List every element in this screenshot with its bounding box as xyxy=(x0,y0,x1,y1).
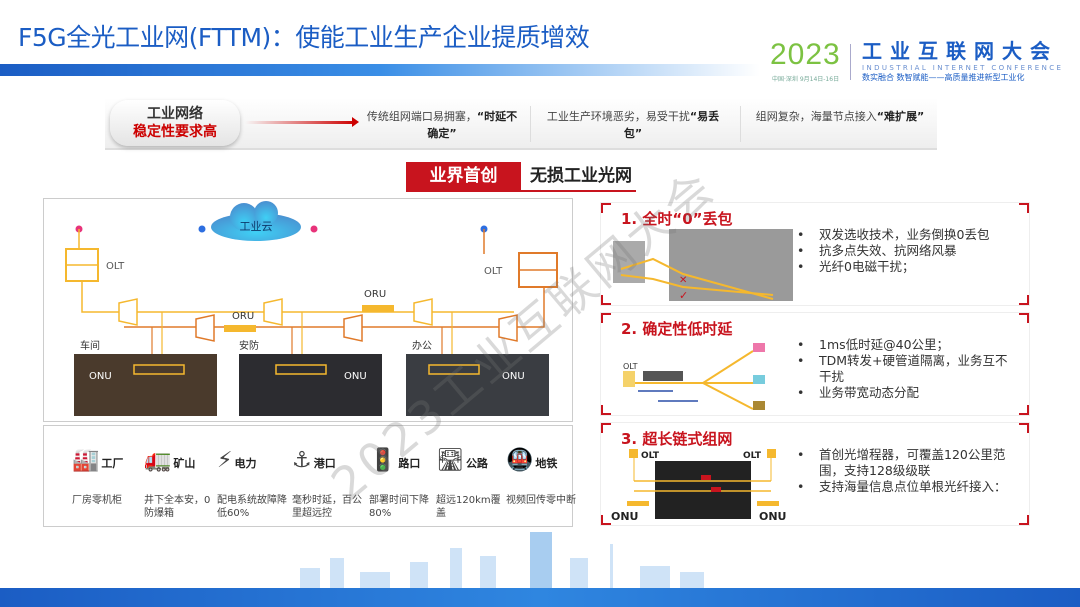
power-pole-icon: ⚡ xyxy=(217,448,233,473)
scene-label: 安防 xyxy=(239,339,259,352)
logo-year: 2023 xyxy=(770,38,841,71)
logo-english: INDUSTRIAL INTERNET CONFERENCE xyxy=(862,64,1064,72)
onu-right-label: ONU xyxy=(759,510,787,523)
oru-top-label: ORU xyxy=(364,289,386,300)
mining-truck-icon: 🚛 xyxy=(144,448,172,473)
problem-item: 传统组网端口易拥塞，“时延不确定” xyxy=(366,110,518,140)
dual-feed-illustration: ✕✓ xyxy=(613,229,793,302)
industry-highway: 🛣 公路 超远120km覆盖 xyxy=(436,448,501,519)
headline-badge: 业界首创 xyxy=(406,162,521,190)
problem-item: 组网复杂，海量节点接入“难扩展” xyxy=(755,110,925,123)
cloud-label: 工业云 xyxy=(240,220,273,233)
problem-item: 工业生产环境恶劣，易受干扰“易丢包” xyxy=(546,110,720,140)
feature-title: 3. 超长链式组网 xyxy=(621,430,733,448)
problem-label-line1: 工业网络 xyxy=(147,106,203,122)
industry-subway: 🚇 地铁 视频回传零中断 xyxy=(506,448,576,506)
tdm-illustration: OLT xyxy=(623,343,765,410)
feature-title: 2. 确定性低时延 xyxy=(621,320,733,338)
scene-workshop-image xyxy=(74,354,217,416)
industry-factory: 🏭 工厂 厂房零机柜 xyxy=(72,448,124,506)
network-diagram: 工业云 OLT OLT ORU ORU 车间 ONU 安防 ONU 办公 ONU xyxy=(43,198,573,422)
olt-label: OLT xyxy=(743,451,762,461)
onu-icon xyxy=(757,501,779,506)
logo-date: 中国·深圳 9月14日-16日 xyxy=(772,76,840,83)
svg-text:✓: ✓ xyxy=(679,289,688,302)
problem-label: 工业网络 稳定性要求高 xyxy=(110,100,240,146)
onu-icon xyxy=(627,501,649,506)
svg-text:OLT: OLT xyxy=(623,362,638,371)
problem-label-line2: 稳定性要求高 xyxy=(133,124,217,140)
splitter-icon xyxy=(195,314,215,342)
feature-title: 1. 全时“0”丢包 xyxy=(621,210,733,228)
splitter-icon xyxy=(498,314,518,342)
industry-mining: 🚛 矿山 井下全本安，0防爆箱 xyxy=(144,448,211,519)
olt-label: OLT xyxy=(641,451,660,461)
port-ship-icon: ⚓ xyxy=(292,448,312,473)
feature-panel-zero-loss: 1. 全时“0”丢包 ✕✓ 双发选收技术，业务倒换0丢包抗多点失效、抗网络风暴光… xyxy=(600,202,1030,306)
scene-office-image xyxy=(406,354,549,416)
logo-name: 工业互联网大会 xyxy=(862,39,1058,63)
page-title: F5G全光工业网(FTTM)：使能工业生产企业提质增效 xyxy=(18,23,590,52)
onu-left-label: ONU xyxy=(611,510,639,523)
city-skyline-decoration xyxy=(300,532,704,590)
headline-title: 无损工业光网 xyxy=(530,166,632,186)
scene-label: 办公 xyxy=(412,339,432,352)
splitter-icon xyxy=(413,298,433,326)
industry-port: ⚓ 港口 毫秒时延，百公里超远控 xyxy=(292,448,362,519)
oru-mid-label: ORU xyxy=(232,311,254,322)
footer-band xyxy=(0,588,1080,607)
problem-bar xyxy=(105,98,937,150)
olt-icon xyxy=(629,449,638,458)
onu-label: ONU xyxy=(344,371,367,382)
arrow-icon xyxy=(245,117,359,127)
title-band xyxy=(0,64,760,76)
feature-panel-low-latency: 2. 确定性低时延 OLT 1ms低时延@40公里；TDM转发+硬管道隔离，业务… xyxy=(600,312,1030,416)
oru-top-icon xyxy=(362,305,394,312)
feature-panel-chain-network: 3. 超长链式组网 OLT OLT ONU ONU 首创光增程器，可覆盖120公… xyxy=(600,422,1030,526)
industry-intersection: 🚦 路口 部署时间下降80% xyxy=(369,448,429,519)
oru-mid-icon xyxy=(224,325,256,332)
onu-label: ONU xyxy=(502,371,525,382)
splitter-icon xyxy=(343,314,363,342)
splitter-icon xyxy=(263,298,283,326)
cloud-icon xyxy=(211,201,301,241)
subway-icon: 🚇 xyxy=(506,448,534,473)
logo-slogan: 数实融合 数智赋能——高质量推进新型工业化 xyxy=(862,73,1025,82)
industry-power: ⚡ 电力 配电系统故障降低60% xyxy=(217,448,287,519)
splitter-icon xyxy=(118,298,138,326)
highway-icon: 🛣 xyxy=(436,448,464,473)
olt-left-label: OLT xyxy=(106,261,125,272)
olt-icon xyxy=(767,449,776,458)
scene-security-image xyxy=(239,354,382,416)
intersection-icon: 🚦 xyxy=(369,448,397,473)
svg-text:✕: ✕ xyxy=(679,275,687,286)
factory-icon: 🏭 xyxy=(72,448,100,473)
conference-logo: 2023 工业互联网大会 INDUSTRIAL INTERNET CONFERE… xyxy=(770,40,1070,88)
onu-label: ONU xyxy=(89,371,112,382)
olt-right-label: OLT xyxy=(484,266,503,277)
scene-label: 车间 xyxy=(80,339,100,352)
chain-network-illustration: OLT OLT ONU ONU xyxy=(611,449,787,523)
industries-panel: 🏭 工厂 厂房零机柜 🚛 矿山 井下全本安，0防爆箱 ⚡ 电力 配电系统故障降低60% ⚓ 港… xyxy=(43,425,576,527)
